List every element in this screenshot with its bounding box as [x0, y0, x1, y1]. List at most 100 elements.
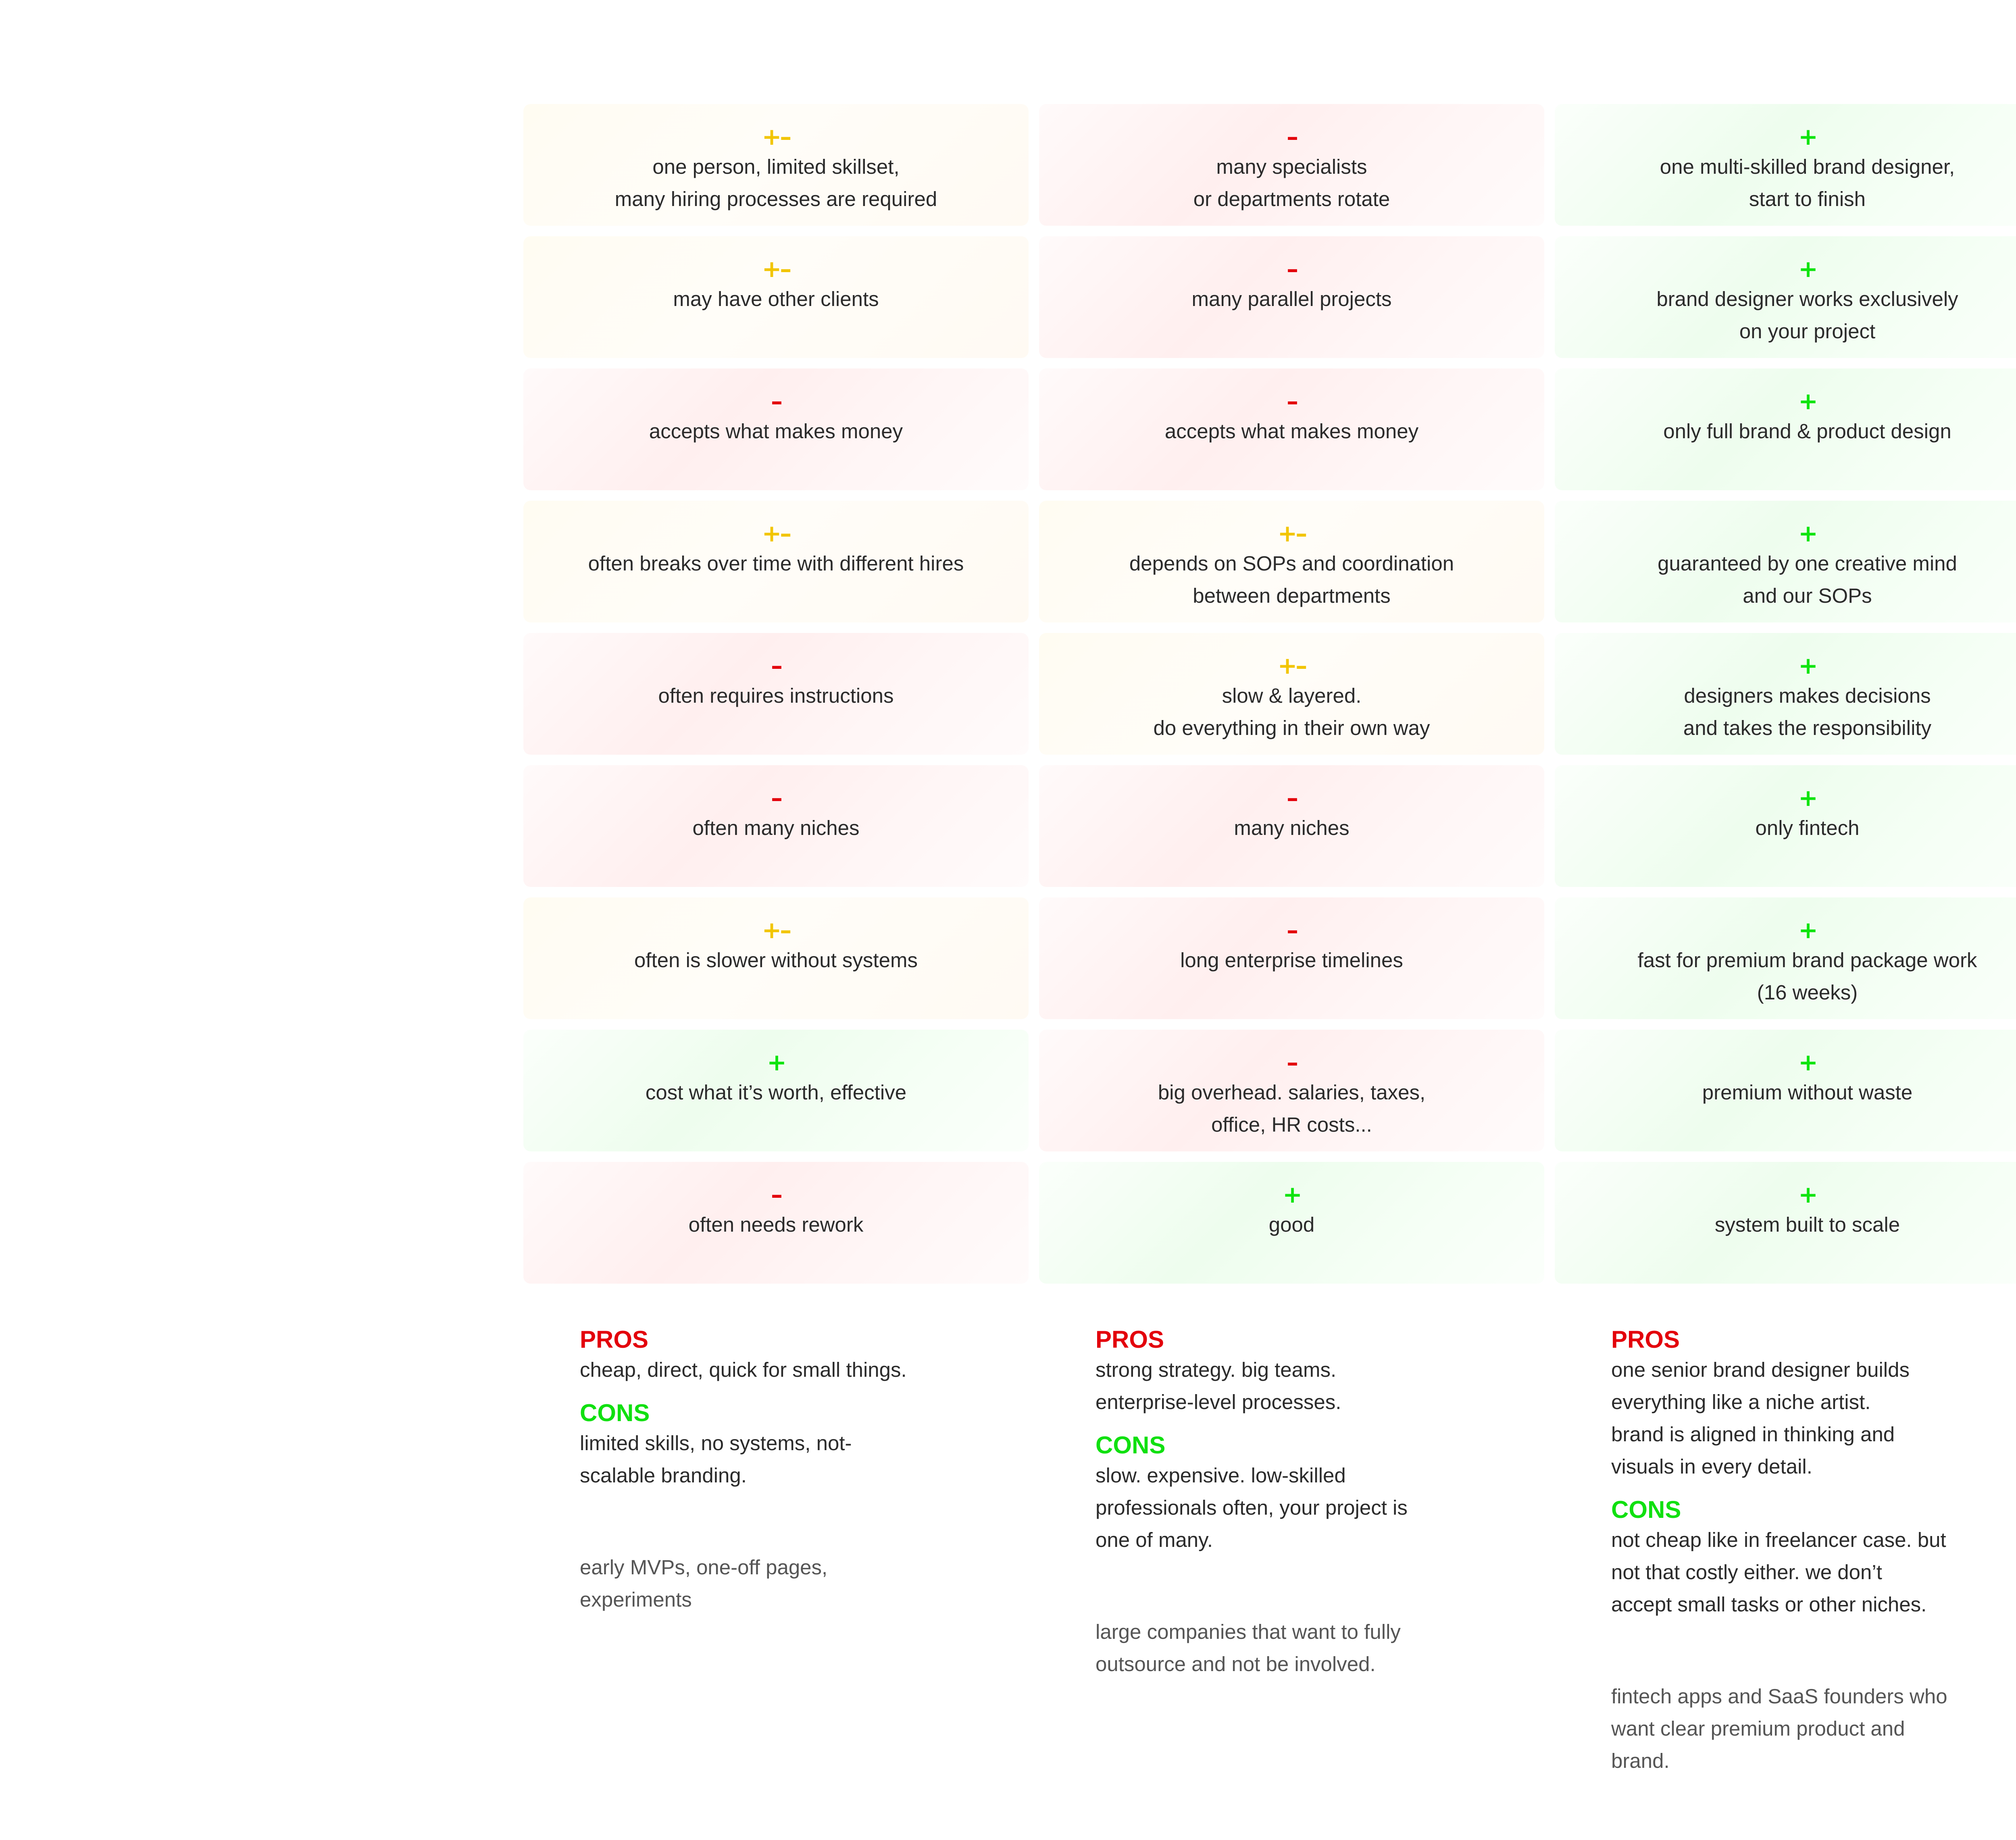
- cell-text: often breaks over time with different hi…: [588, 552, 964, 575]
- plus-minus-icon: +–: [1277, 520, 1308, 547]
- plus-icon: +: [1798, 1049, 1818, 1076]
- comparison-cell: – many specialists or departments rotate: [1039, 104, 1544, 226]
- comparison-cell: +– often breaks over time with different …: [523, 501, 1029, 622]
- summary-agency: PROS strong strategy. big teams. enterpr…: [1095, 1326, 1507, 1680]
- cons-label: CONS: [1611, 1496, 1681, 1523]
- comparison-cell: + only full brand & product design: [1555, 368, 2016, 490]
- cell-text: premium without waste: [1702, 1081, 1913, 1104]
- cell-text: cost what it’s worth, effective: [645, 1081, 907, 1104]
- plus-icon: +: [1798, 916, 1818, 944]
- pros-text: strong strategy. big teams. enterprise-l…: [1095, 1358, 1341, 1413]
- cell-text: long enterprise timelines: [1180, 949, 1403, 972]
- cell-text: fast for premium brand package work (16 …: [1637, 949, 1977, 1004]
- cell-text: accepts what makes money: [1164, 420, 1419, 443]
- plus-minus-icon: +–: [762, 255, 792, 283]
- pros-text: one senior brand designer builds everyth…: [1611, 1358, 1910, 1478]
- minus-icon: –: [771, 387, 783, 415]
- cell-text: brand designer works exclusively on your…: [1656, 287, 1958, 343]
- comparison-cell: + guaranteed by one creative mind and our…: [1555, 501, 2016, 622]
- plus-icon: +: [1798, 255, 1818, 283]
- cell-text: often needs rework: [688, 1213, 864, 1236]
- minus-icon: –: [771, 1181, 783, 1208]
- cons-text: limited skills, no systems, not- scalabl…: [580, 1432, 852, 1487]
- cell-text: often requires instructions: [658, 684, 894, 707]
- plus-icon: +: [1283, 1181, 1302, 1208]
- cell-text: one person, limited skillset, many hirin…: [614, 155, 937, 210]
- minus-icon: –: [771, 784, 783, 812]
- minus-icon: –: [1287, 1049, 1298, 1076]
- cell-text: guaranteed by one creative mind and our …: [1658, 552, 1957, 607]
- cons-label: CONS: [1095, 1432, 1166, 1459]
- pros-label: PROS: [1095, 1326, 1164, 1353]
- cell-text: only full brand & product design: [1663, 420, 1951, 443]
- comparison-cell: + premium without waste: [1555, 1030, 2016, 1151]
- cell-text: slow & layered. do everything in their o…: [1153, 684, 1430, 739]
- comparison-cell: +– one person, limited skillset, many hir…: [523, 104, 1029, 226]
- plus-icon: +: [767, 1049, 787, 1076]
- minus-icon: –: [1287, 784, 1298, 812]
- plus-minus-icon: +–: [762, 123, 792, 150]
- comparison-cell: + one multi-skilled brand designer, start…: [1555, 104, 2016, 226]
- comparison-grid: +– one person, limited skillset, many hir…: [523, 104, 2016, 1284]
- plus-minus-icon: +–: [762, 520, 792, 547]
- comparison-cell: – often many niches: [523, 765, 1029, 887]
- plus-icon: +: [1798, 652, 1818, 679]
- plus-minus-icon: +–: [762, 916, 792, 944]
- pros-label: PROS: [580, 1326, 649, 1353]
- ideal-for-text: fintech apps and SaaS founders who want …: [1611, 1685, 1947, 1772]
- comparison-cell: + fast for premium brand package work (16…: [1555, 897, 2016, 1019]
- pros-label: PROS: [1611, 1326, 1680, 1353]
- cell-text: good: [1268, 1213, 1315, 1236]
- comparison-cell: +– may have other clients: [523, 236, 1029, 358]
- plus-icon: +: [1798, 387, 1818, 415]
- cell-text: often is slower without systems: [634, 949, 918, 972]
- cell-text: big overhead. salaries, taxes, office, H…: [1158, 1081, 1426, 1136]
- comparison-cell: + brand designer works exclusively on you…: [1555, 236, 2016, 358]
- cell-text: many specialists or departments rotate: [1193, 155, 1390, 210]
- plus-icon: +: [1798, 1181, 1818, 1208]
- cell-text: one multi-skilled brand designer, start …: [1660, 155, 1955, 210]
- comparison-cell: – many niches: [1039, 765, 1544, 887]
- cell-text: may have other clients: [673, 287, 879, 310]
- plus-icon: +: [1798, 784, 1818, 812]
- comparison-cell: – accepts what makes money: [523, 368, 1029, 490]
- minus-icon: –: [771, 652, 783, 679]
- ideal-for-text: large companies that want to fully outso…: [1095, 1620, 1401, 1676]
- plus-icon: +: [1798, 123, 1818, 150]
- summary-freelancer: PROS cheap, direct, quick for small thin…: [580, 1326, 991, 1616]
- cons-text: slow. expensive. low-skilled professiona…: [1095, 1464, 1408, 1551]
- minus-icon: –: [1287, 387, 1298, 415]
- summary-studio: PROS one senior brand designer builds ev…: [1611, 1326, 2016, 1777]
- comparison-cell: +– depends on SOPs and coordination betwe…: [1039, 501, 1544, 622]
- cell-text: often many niches: [692, 816, 860, 839]
- comparison-cell: + cost what it’s worth, effective: [523, 1030, 1029, 1151]
- comparison-cell: – accepts what makes money: [1039, 368, 1544, 490]
- comparison-cell: – long enterprise timelines: [1039, 897, 1544, 1019]
- comparison-cell: +– slow & layered. do everything in their…: [1039, 633, 1544, 755]
- cell-text: accepts what makes money: [649, 420, 903, 443]
- comparison-cell: – often needs rework: [523, 1162, 1029, 1284]
- minus-icon: –: [1287, 255, 1298, 283]
- comparison-cell: – big overhead. salaries, taxes, office, …: [1039, 1030, 1544, 1151]
- cell-text: only fintech: [1755, 816, 1860, 839]
- plus-minus-icon: +–: [1277, 652, 1308, 679]
- minus-icon: –: [1287, 916, 1298, 944]
- plus-icon: +: [1798, 520, 1818, 547]
- comparison-cell: +– often is slower without systems: [523, 897, 1029, 1019]
- comparison-cell: + designers makes decisions and takes the…: [1555, 633, 2016, 755]
- minus-icon: –: [1287, 123, 1298, 150]
- comparison-cell: + system built to scale: [1555, 1162, 2016, 1284]
- cell-text: depends on SOPs and coordination between…: [1129, 552, 1454, 607]
- comparison-cell: + good: [1039, 1162, 1544, 1284]
- cell-text: many parallel projects: [1191, 287, 1392, 310]
- ideal-for-text: early MVPs, one-off pages, experiments: [580, 1556, 828, 1611]
- cons-label: CONS: [580, 1399, 650, 1426]
- cons-text: not cheap like in freelancer case. but n…: [1611, 1528, 1946, 1616]
- cell-text: system built to scale: [1714, 1213, 1900, 1236]
- cell-text: designers makes decisions and takes the …: [1683, 684, 1932, 739]
- comparison-cell: + only fintech: [1555, 765, 2016, 887]
- comparison-cell: – many parallel projects: [1039, 236, 1544, 358]
- cell-text: many niches: [1234, 816, 1350, 839]
- comparison-cell: – often requires instructions: [523, 633, 1029, 755]
- pros-text: cheap, direct, quick for small things.: [580, 1358, 907, 1381]
